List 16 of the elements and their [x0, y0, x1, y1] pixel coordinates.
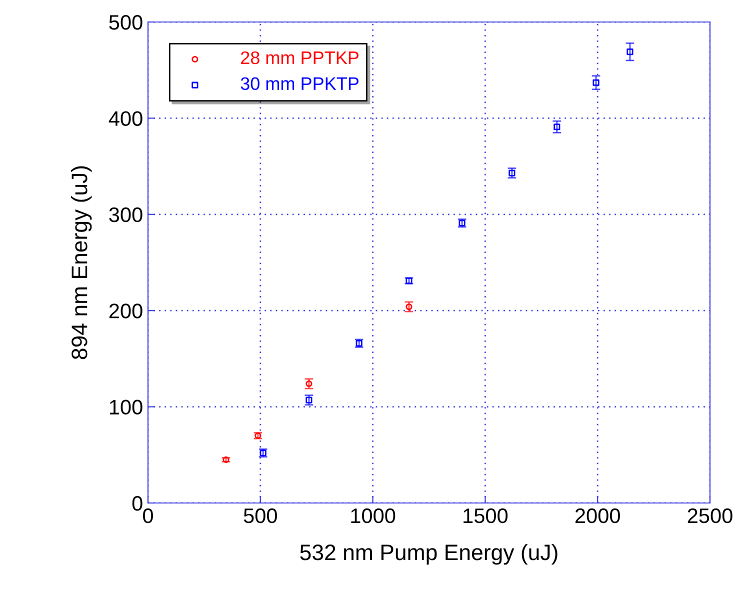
x-tick-label: 500	[244, 508, 277, 524]
y-tick-label: 100	[110, 400, 142, 415]
y-tick-label: 200	[109, 304, 142, 318]
x-tick-label: 1000	[351, 508, 396, 524]
x-axis-title: 532 nm Pump Energy (uJ)	[300, 544, 558, 565]
y-tick-label: 500	[109, 15, 142, 30]
legend-label: 30 mm PPKTP	[240, 77, 359, 90]
y-axis-title: 894 nm Energy (uJ)	[71, 166, 92, 360]
y-tick-label: 400	[108, 111, 142, 126]
x-tick-label: 2000	[575, 508, 620, 524]
x-tick-label: 0	[143, 508, 153, 524]
x-tick-label: 2500	[688, 508, 732, 524]
text: 28 mm PPTKP	[240, 51, 359, 64]
y-tick-label: 300	[109, 207, 142, 222]
x-tick-label: 1500	[464, 508, 508, 524]
y-tick-label: 0	[132, 496, 142, 511]
